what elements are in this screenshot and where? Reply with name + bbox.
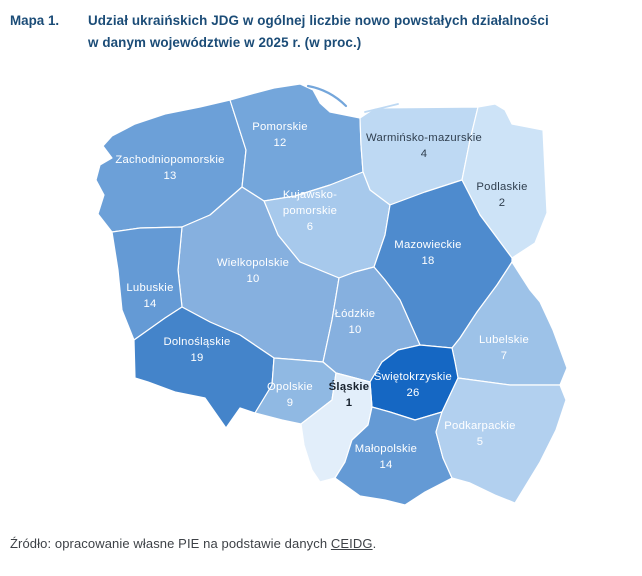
region-label-lodzkie: Łódzkie xyxy=(335,308,376,320)
figure-number-label: Mapa 1. xyxy=(10,13,60,28)
region-value-opolskie: 9 xyxy=(287,397,294,409)
figure-source: Źródło: opracowanie własne PIE na podsta… xyxy=(10,536,376,551)
figure-title-line-2: w danym województwie w 2025 r. (w proc.) xyxy=(88,35,362,50)
region-value-podlaskie: 2 xyxy=(499,197,506,209)
hel-spit-coastline xyxy=(306,84,348,108)
region-label-warminsko-mazurskie: Warmińsko-mazurskie xyxy=(366,132,482,144)
source-text: Źródło: opracowanie własne PIE na podsta… xyxy=(10,536,331,551)
region-label-zachodniopomorskie: Zachodniopomorskie xyxy=(115,154,224,166)
region-label-malopolskie: Małopolskie xyxy=(355,443,417,455)
region-value-mazowieckie: 18 xyxy=(421,255,434,267)
figure-title: Udział ukraińskich JDG w ogólnej liczbie… xyxy=(88,10,549,54)
region-podkarpackie xyxy=(435,377,567,504)
region-value-zachodniopomorskie: 13 xyxy=(163,170,176,182)
region-label-lubelskie: Lubelskie xyxy=(479,334,529,346)
region-label-kujawsko-pomorskie: pomorskie xyxy=(283,205,337,217)
region-label-lubuskie: Lubuskie xyxy=(126,282,173,294)
map-regions-layer xyxy=(95,83,568,506)
region-value-lubuskie: 14 xyxy=(143,298,156,310)
region-value-dolnoslaskie: 19 xyxy=(190,352,203,364)
region-value-podkarpackie: 5 xyxy=(477,436,484,448)
region-value-warminsko-mazurskie: 4 xyxy=(421,148,428,160)
region-label-podlaskie: Podlaskie xyxy=(476,181,527,193)
region-label-swietokrzyskie: Świętokrzyskie xyxy=(374,370,452,383)
region-podlaskie xyxy=(461,103,548,259)
region-value-lubelskie: 7 xyxy=(501,350,508,362)
figure-title-line-1: Udział ukraińskich JDG w ogólnej liczbie… xyxy=(88,13,549,28)
region-label-podkarpackie: Podkarpackie xyxy=(444,420,515,432)
figure-header: Mapa 1. Udział ukraińskich JDG w ogólnej… xyxy=(10,10,630,54)
region-label-slaskie: Śląskie xyxy=(329,380,370,393)
region-label-opolskie: Opolskie xyxy=(267,381,313,393)
region-value-malopolskie: 14 xyxy=(379,459,392,471)
region-value-wielkopolskie: 10 xyxy=(246,273,259,285)
vistula-spit-coastline xyxy=(364,103,399,113)
region-value-lodzkie: 10 xyxy=(348,324,361,336)
region-label-mazowieckie: Mazowieckie xyxy=(394,239,461,251)
source-link-ceidg[interactable]: CEIDG xyxy=(330,536,373,551)
source-suffix: . xyxy=(372,536,377,551)
region-label-pomorskie: Pomorskie xyxy=(252,121,308,133)
region-label-dolnoslaskie: Dolnośląskie xyxy=(163,336,230,348)
region-value-kujawsko-pomorskie: 6 xyxy=(307,221,314,233)
region-label-kujawsko-pomorskie: Kujawsko- xyxy=(283,189,337,201)
region-value-swietokrzyskie: 26 xyxy=(406,387,419,399)
region-value-pomorskie: 12 xyxy=(273,137,286,149)
region-malopolskie xyxy=(334,406,453,506)
region-value-slaskie: 1 xyxy=(346,397,353,409)
region-label-wielkopolskie: Wielkopolskie xyxy=(217,257,289,269)
